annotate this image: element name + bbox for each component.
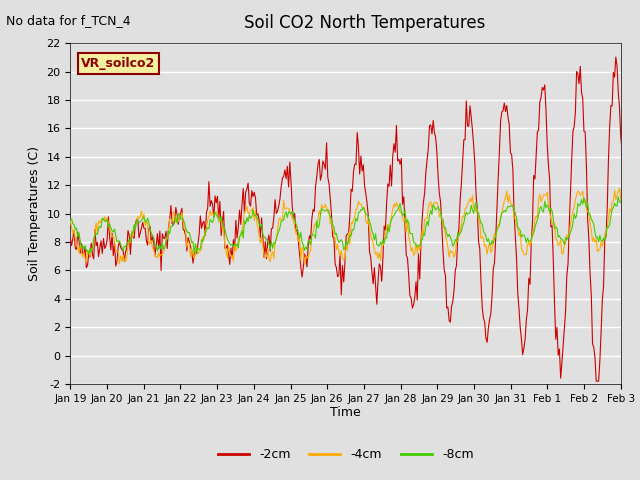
Text: No data for f_TCN_4: No data for f_TCN_4 — [6, 14, 131, 27]
X-axis label: Time: Time — [330, 407, 361, 420]
Text: Soil CO2 North Temperatures: Soil CO2 North Temperatures — [244, 14, 486, 33]
Text: VR_soilco2: VR_soilco2 — [81, 57, 156, 70]
Legend: -2cm, -4cm, -8cm: -2cm, -4cm, -8cm — [212, 444, 479, 467]
Y-axis label: Soil Temperatures (C): Soil Temperatures (C) — [28, 146, 41, 281]
